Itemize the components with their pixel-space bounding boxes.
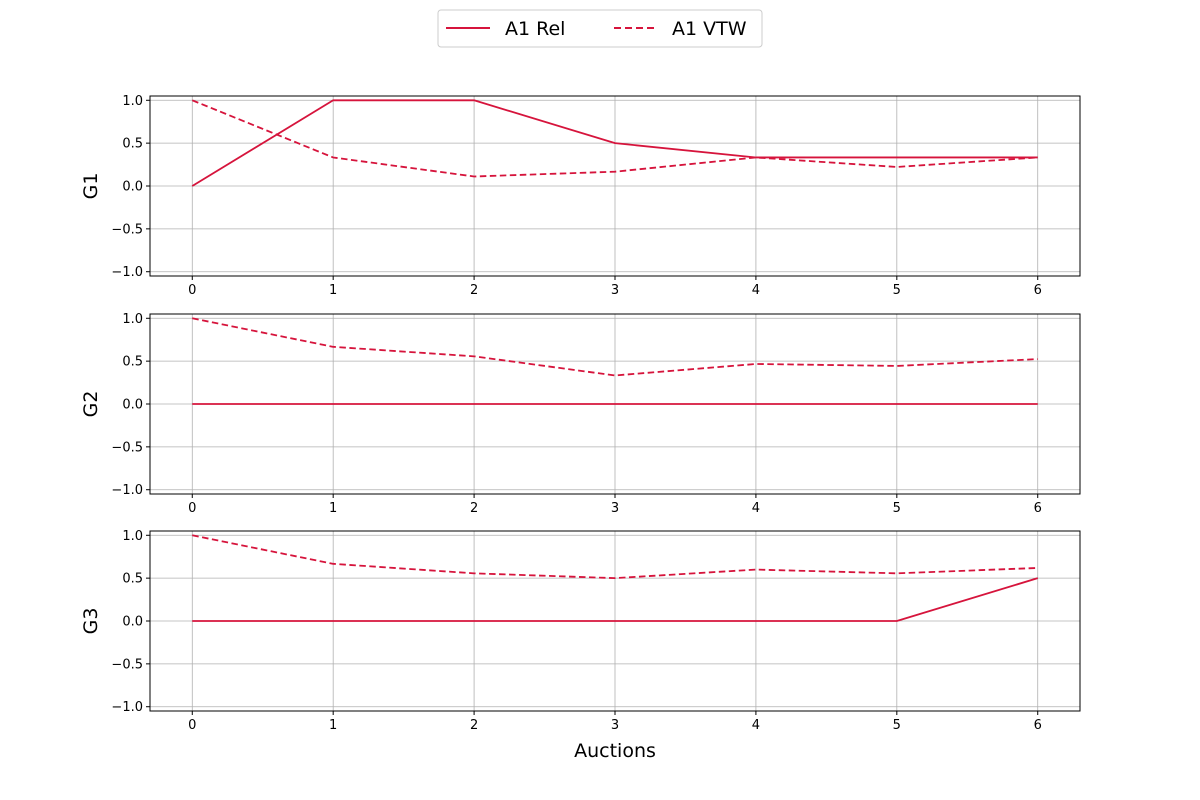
x-tick-label: 6 xyxy=(1034,718,1042,733)
y-tick-label: 1.0 xyxy=(122,312,143,327)
y-tick-label: 0.5 xyxy=(122,572,143,587)
legend-label-rel: A1 Rel xyxy=(505,18,565,40)
y-tick-label: −1.0 xyxy=(111,700,143,715)
x-tick-label: 6 xyxy=(1034,501,1042,516)
y-tick-label: −1.0 xyxy=(111,265,143,280)
x-tick-label: 5 xyxy=(893,501,901,516)
y-tick-label: −0.5 xyxy=(111,440,143,455)
x-tick-label: 4 xyxy=(752,501,760,516)
x-axis-label: Auctions xyxy=(574,740,656,762)
x-tick-label: 3 xyxy=(611,718,619,733)
y-tick-label: 0.0 xyxy=(122,615,143,630)
y-axis-label: G1 xyxy=(80,173,102,200)
x-tick-label: 0 xyxy=(188,283,196,298)
y-tick-label: 0.0 xyxy=(122,398,143,413)
y-axis-label: G3 xyxy=(80,608,102,635)
legend: A1 Rel A1 VTW xyxy=(437,9,763,48)
subplot-2: 0 1 2 3 4 5 6 1.0 0.5 0.0 −0.5 −1.0 G2 xyxy=(80,312,1081,516)
x-tick-label: 1 xyxy=(329,718,337,733)
x-tick-label: 0 xyxy=(188,718,196,733)
y-tick-label: 0.0 xyxy=(122,180,143,195)
y-tick-label: −1.0 xyxy=(111,483,143,498)
y-tick-label: −0.5 xyxy=(111,222,143,237)
x-tick-label: 5 xyxy=(893,718,901,733)
y-tick-label: 0.5 xyxy=(122,137,143,152)
y-axis-label: G2 xyxy=(80,391,102,418)
subplot-3: 0 1 2 3 4 5 6 1.0 0.5 0.0 −0.5 −1.0 G3 xyxy=(80,529,1081,733)
subplot-1: 0 1 2 3 4 5 6 1.0 0.5 0.0 −0.5 −1.0 G1 xyxy=(80,94,1081,298)
series-line-vtw xyxy=(192,534,1038,580)
x-tick-label: 2 xyxy=(470,718,478,733)
series-line-vtw xyxy=(191,99,1038,178)
series-line-vtw xyxy=(192,317,1038,377)
x-tick-label: 1 xyxy=(329,501,337,516)
legend-box xyxy=(437,9,763,48)
x-tick-label: 1 xyxy=(329,283,337,298)
series-line-rel xyxy=(192,577,1038,622)
x-tick-label: 3 xyxy=(611,501,619,516)
legend-label-vtw: A1 VTW xyxy=(672,18,747,40)
y-tick-label: 0.5 xyxy=(122,355,143,370)
x-tick-label: 3 xyxy=(611,283,619,298)
series-line-rel xyxy=(191,99,1038,187)
x-tick-label: 0 xyxy=(188,501,196,516)
y-tick-label: 1.0 xyxy=(122,94,143,109)
x-tick-label: 4 xyxy=(752,718,760,733)
x-tick-label: 4 xyxy=(752,283,760,298)
x-tick-label: 6 xyxy=(1034,283,1042,298)
x-tick-label: 5 xyxy=(893,283,901,298)
x-tick-label: 2 xyxy=(470,501,478,516)
y-tick-label: −0.5 xyxy=(111,657,143,672)
x-tick-label: 2 xyxy=(470,283,478,298)
y-tick-label: 1.0 xyxy=(122,529,143,544)
